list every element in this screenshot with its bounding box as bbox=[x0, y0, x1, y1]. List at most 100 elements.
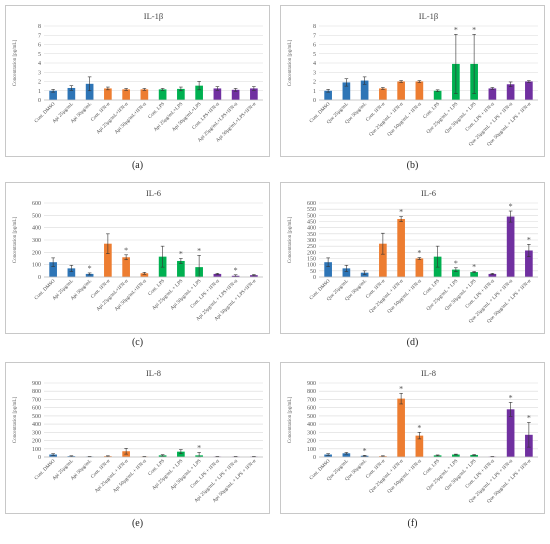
y-tick-label: 800 bbox=[32, 389, 41, 395]
x-tick-label: Que 50μg/mL + LPS bbox=[444, 459, 477, 492]
bar bbox=[342, 82, 351, 100]
y-tick-label: 4 bbox=[38, 61, 41, 67]
significance-marker: * bbox=[399, 384, 403, 393]
y-tick-label: 8 bbox=[38, 24, 41, 30]
y-tick-label: 100 bbox=[32, 447, 41, 453]
x-tick-label: Cont. LPS bbox=[423, 459, 441, 477]
bar bbox=[104, 88, 112, 100]
y-tick-label: 300 bbox=[32, 430, 41, 436]
significance-marker: * bbox=[88, 264, 92, 273]
chart-panel-f: IL-8 Concentration [pg/mL] 0 100 200 300 400 50… bbox=[280, 362, 545, 514]
y-tick-label: 600 bbox=[32, 201, 41, 207]
x-tick-label: Api 25μg/mL + IFN-α bbox=[94, 459, 129, 494]
y-tick-label: 900 bbox=[32, 381, 41, 387]
y-tick-label: 500 bbox=[32, 213, 41, 219]
bar bbox=[379, 88, 387, 100]
significance-marker: * bbox=[509, 202, 513, 211]
significance-marker: * bbox=[234, 266, 238, 275]
y-tick-label: 0 bbox=[38, 275, 41, 281]
chart-panel-d: IL-6 Concentration [pg/mL] 0 50 100 150 200 250… bbox=[280, 182, 545, 334]
chart-svg: IL-1β Concentration [pg/mL] 0 1 2 3 4 5 6 7 8 Cont.… bbox=[13, 11, 263, 144]
y-tick-label: 200 bbox=[307, 439, 316, 445]
y-tick-label: 6 bbox=[38, 43, 41, 49]
y-tick-label: 300 bbox=[307, 430, 316, 436]
significance-marker: * bbox=[197, 443, 201, 452]
significance-marker: * bbox=[197, 246, 201, 255]
y-tick-label: 600 bbox=[307, 406, 316, 412]
x-tick-label: Que 25μg/mL + LPS bbox=[426, 459, 459, 492]
y-tick-label: 500 bbox=[307, 414, 316, 420]
bar bbox=[177, 260, 185, 277]
significance-marker: * bbox=[179, 250, 183, 259]
significance-marker: * bbox=[509, 393, 513, 402]
x-tick-label: Que 25μg/mL + LPS bbox=[426, 102, 459, 135]
x-tick-label: Api 50μg/mL+IFN-α bbox=[114, 102, 148, 136]
y-tick-label: 350 bbox=[307, 232, 316, 238]
bar bbox=[488, 88, 497, 100]
y-tick-label: 400 bbox=[32, 226, 41, 232]
bar bbox=[140, 273, 149, 277]
x-tick-label: Que 25μg/mL + LPS bbox=[426, 279, 459, 312]
x-tick-label: Api 50μg/mL + IFN-α bbox=[113, 459, 148, 494]
bar bbox=[49, 90, 57, 100]
chart-svg: IL-6 Concentration [pg/mL] 050100150200250… bbox=[288, 188, 538, 324]
bar bbox=[525, 250, 533, 277]
y-tick-label: 4 bbox=[313, 61, 316, 67]
bar bbox=[506, 409, 515, 457]
y-tick-label: 500 bbox=[307, 213, 316, 219]
y-tick-label: 200 bbox=[307, 250, 316, 256]
bar bbox=[415, 258, 424, 277]
y-tick-label: 250 bbox=[307, 244, 316, 250]
x-tick-label: Api 25μg/mL+IFN-α bbox=[96, 279, 130, 313]
y-tick-label: 600 bbox=[32, 406, 41, 412]
bar bbox=[506, 84, 515, 100]
y-tick-label: 400 bbox=[32, 422, 41, 428]
y-tick-label: 300 bbox=[307, 238, 316, 244]
chart-title: IL-8 bbox=[146, 368, 161, 378]
x-tick-label: Que 25μg/mL + IFN-α bbox=[369, 459, 405, 495]
y-tick-label: 2 bbox=[313, 80, 316, 86]
y-tick-label: 3 bbox=[313, 70, 316, 76]
x-tick-label: Cont. LPS bbox=[148, 279, 166, 297]
y-tick-label: 500 bbox=[32, 414, 41, 420]
bar bbox=[342, 453, 351, 457]
bar bbox=[85, 83, 94, 100]
y-tick-label: 400 bbox=[307, 422, 316, 428]
y-tick-label: 400 bbox=[307, 226, 316, 232]
chart-title: IL-8 bbox=[421, 368, 436, 378]
y-axis-label: Concentration [pg/mL] bbox=[288, 397, 293, 444]
x-tick-label: Que 50μg/mL + LPS bbox=[444, 102, 477, 135]
x-tick-label: Cont. LPS bbox=[148, 102, 166, 120]
bar bbox=[470, 454, 478, 457]
bar bbox=[452, 269, 460, 277]
chart-panel-c: IL-6 Concentration [pg/mL] 0 100 200 300 400 50… bbox=[5, 182, 270, 334]
bar bbox=[506, 216, 515, 277]
bar bbox=[140, 89, 149, 100]
y-tick-label: 900 bbox=[307, 381, 316, 387]
x-tick-label: Api 50μg/mL+IFN-α bbox=[114, 279, 148, 313]
chart-title: IL-6 bbox=[421, 188, 436, 198]
x-tick-label: Cont. LPS bbox=[423, 279, 441, 297]
panel-label-e: (e) bbox=[131, 518, 144, 529]
significance-marker: * bbox=[472, 25, 476, 34]
bar bbox=[49, 262, 57, 277]
panel-label-c: (c) bbox=[131, 337, 144, 348]
y-tick-label: 100 bbox=[307, 263, 316, 269]
x-tick-label: Cont. LPS bbox=[148, 459, 166, 477]
y-tick-label: 700 bbox=[307, 397, 316, 403]
bar bbox=[122, 89, 130, 100]
y-tick-label: 100 bbox=[307, 447, 316, 453]
y-tick-label: 800 bbox=[307, 389, 316, 395]
y-tick-label: 150 bbox=[307, 257, 316, 263]
y-axis-label: Concentration [pg/mL] bbox=[13, 217, 18, 264]
bar bbox=[415, 81, 424, 100]
bar bbox=[342, 268, 351, 277]
chart-svg: IL-1β Concentration [pg/mL] 0 1 2 3 4 5 6 7 8 Cont.… bbox=[288, 11, 538, 147]
bar bbox=[85, 273, 94, 277]
y-tick-label: 8 bbox=[313, 24, 316, 30]
bar bbox=[67, 268, 76, 277]
bar bbox=[250, 275, 258, 277]
y-tick-label: 600 bbox=[307, 201, 316, 207]
x-tick-label: Que 50μg/mL + LPS bbox=[444, 279, 477, 312]
panel-label-a: (a) bbox=[131, 160, 144, 171]
